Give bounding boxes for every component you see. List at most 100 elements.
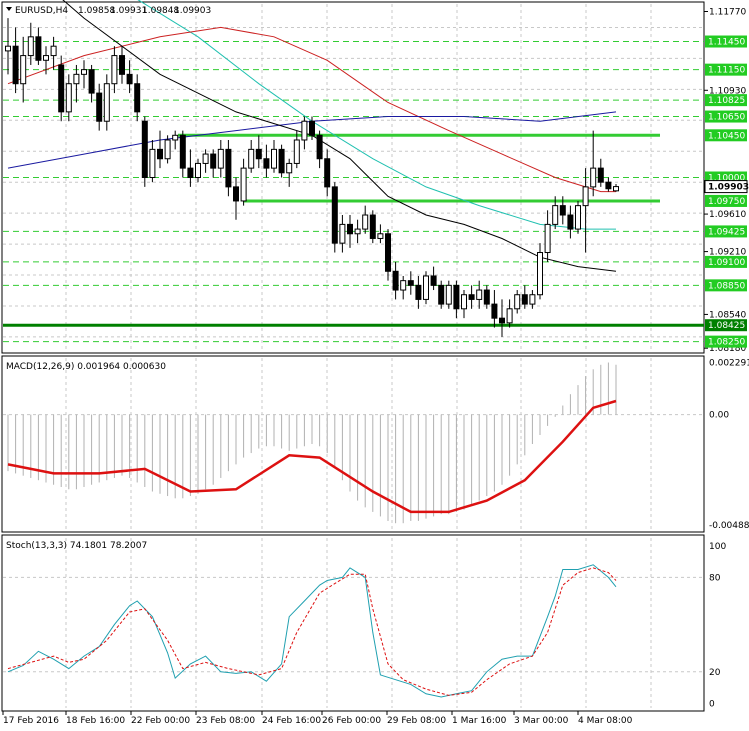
candle-body — [172, 134, 179, 141]
candle[interactable] — [445, 280, 452, 309]
candle[interactable] — [240, 158, 247, 206]
candle[interactable] — [278, 144, 285, 178]
candle[interactable] — [483, 285, 490, 309]
candle[interactable] — [58, 55, 65, 122]
candle[interactable] — [605, 177, 612, 192]
candle[interactable] — [301, 116, 308, 150]
candle[interactable] — [119, 46, 125, 84]
candle[interactable] — [43, 46, 49, 75]
candle[interactable] — [430, 266, 437, 291]
candle[interactable] — [324, 149, 331, 197]
candle-body — [50, 45, 57, 57]
candle[interactable] — [103, 74, 110, 131]
candle[interactable] — [225, 139, 232, 197]
candle[interactable] — [362, 205, 369, 234]
candle[interactable] — [575, 200, 581, 234]
candle[interactable] — [172, 130, 179, 150]
candle[interactable] — [331, 182, 338, 253]
candle[interactable] — [73, 64, 80, 103]
candle[interactable] — [590, 130, 597, 197]
candle[interactable] — [141, 116, 148, 187]
candle[interactable] — [582, 168, 589, 253]
candle[interactable] — [552, 196, 559, 230]
candle[interactable] — [559, 196, 566, 225]
candle[interactable] — [195, 158, 201, 183]
candle[interactable] — [476, 280, 483, 309]
candle[interactable] — [544, 210, 551, 262]
candle[interactable] — [5, 18, 11, 75]
candle[interactable] — [179, 130, 186, 178]
candle[interactable] — [35, 27, 42, 65]
candle[interactable] — [400, 275, 407, 300]
ohlc-low: 1.09848 — [142, 6, 179, 16]
candles[interactable] — [5, 18, 619, 337]
level-price-tag-label: 1.11150 — [708, 66, 745, 76]
candle[interactable] — [81, 60, 87, 89]
candle[interactable] — [149, 139, 156, 183]
candle[interactable] — [210, 149, 217, 178]
candle[interactable] — [438, 280, 445, 309]
candle[interactable] — [126, 60, 133, 94]
candle[interactable] — [339, 215, 346, 253]
candle[interactable] — [461, 290, 467, 319]
candle[interactable] — [202, 149, 209, 173]
dropdown-triangle-icon[interactable] — [6, 7, 12, 11]
candle[interactable] — [248, 139, 255, 173]
candle[interactable] — [567, 205, 574, 239]
candle[interactable] — [187, 149, 194, 187]
current-price-tag — [704, 180, 748, 194]
candle[interactable] — [255, 135, 262, 169]
candle[interactable] — [537, 243, 543, 300]
candle[interactable] — [415, 275, 422, 309]
candle[interactable] — [134, 74, 141, 122]
candle-body — [400, 280, 407, 291]
candle[interactable] — [111, 46, 118, 94]
candle[interactable] — [27, 22, 34, 65]
candle[interactable] — [347, 215, 353, 248]
candle[interactable] — [453, 280, 460, 319]
candle[interactable] — [20, 36, 27, 103]
candle-body — [324, 158, 331, 188]
candle[interactable] — [354, 219, 361, 244]
candle[interactable] — [157, 130, 163, 169]
candle[interactable] — [385, 229, 391, 281]
candle[interactable] — [423, 271, 429, 305]
ohlc-close: 1.09903 — [174, 6, 211, 16]
candle[interactable] — [286, 158, 293, 187]
candle[interactable] — [164, 135, 171, 164]
candle-body — [225, 148, 232, 188]
candle[interactable] — [392, 261, 399, 300]
candle[interactable] — [96, 83, 103, 131]
candle[interactable] — [309, 116, 315, 140]
candle[interactable] — [613, 183, 619, 192]
candle[interactable] — [521, 285, 528, 309]
candle[interactable] — [407, 271, 414, 295]
candle[interactable] — [369, 210, 376, 244]
candle[interactable] — [514, 290, 521, 314]
stoch-label: Stoch(13,3,3) 74.1801 78.2007 — [6, 541, 147, 551]
candle[interactable] — [316, 130, 323, 169]
candle[interactable] — [506, 299, 513, 328]
candle[interactable] — [50, 36, 57, 70]
candle[interactable] — [65, 74, 72, 122]
candle[interactable] — [499, 299, 505, 337]
candle-body — [567, 214, 574, 230]
candle[interactable] — [377, 224, 384, 244]
candle-body — [217, 148, 224, 169]
candle[interactable] — [233, 177, 239, 220]
candle[interactable] — [293, 130, 300, 169]
candle[interactable] — [12, 27, 19, 94]
candle-body — [278, 148, 285, 174]
candle[interactable] — [88, 64, 95, 103]
candle[interactable] — [529, 290, 536, 309]
candle-body — [354, 228, 361, 235]
candle[interactable] — [468, 285, 475, 309]
candle[interactable] — [263, 144, 270, 178]
candle[interactable] — [271, 139, 277, 173]
candle[interactable] — [217, 139, 224, 178]
candle[interactable] — [597, 158, 604, 187]
candle-body — [529, 294, 536, 305]
candle[interactable] — [491, 290, 498, 328]
time-axis-label: 3 Mar 00:00 — [514, 716, 569, 726]
